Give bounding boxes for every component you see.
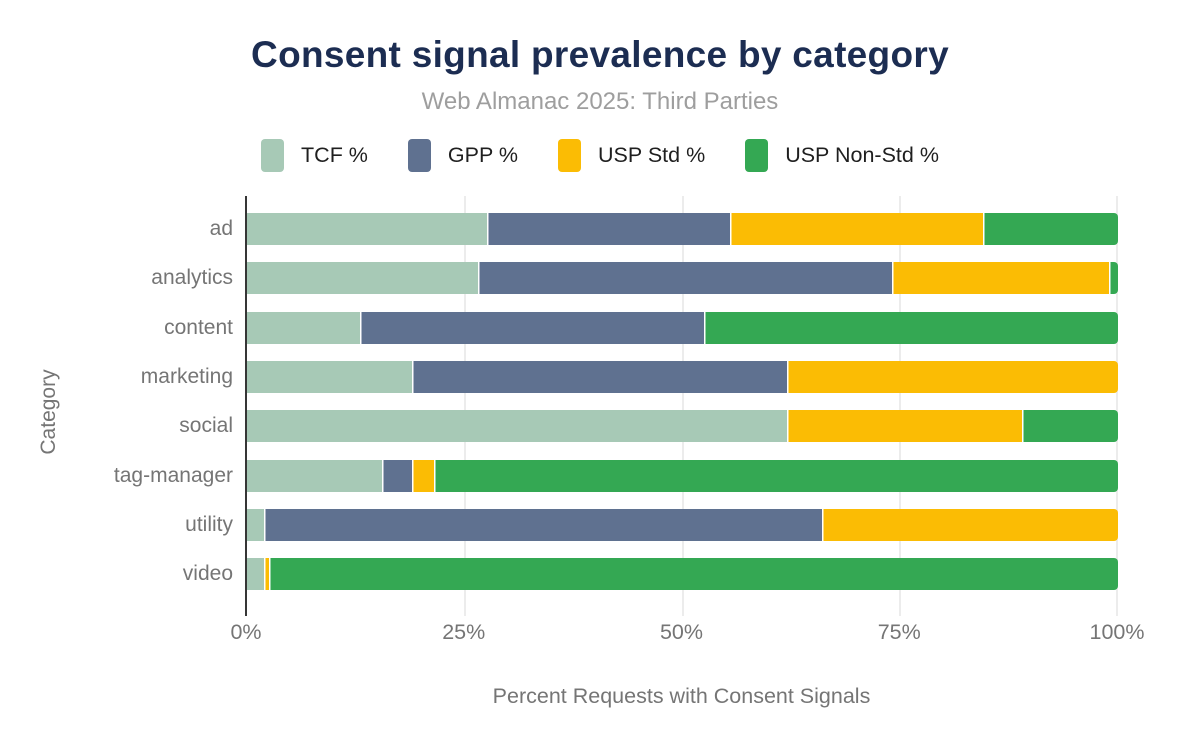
category-label-ad: ad xyxy=(209,217,233,240)
bar-segment-marketing-gpp xyxy=(412,361,787,394)
bar-segment-marketing-usp-std xyxy=(787,361,1118,394)
chart-title: Consent signal prevalence by category xyxy=(251,34,949,75)
legend-swatch-usp-std xyxy=(558,139,582,172)
bar-segment-video-usp-non-std xyxy=(268,558,1118,591)
bar-row-marketing xyxy=(247,361,1118,394)
bar-segment-analytics-usp-non-std xyxy=(1109,262,1118,295)
x-tick-label-0: 0% xyxy=(230,620,262,644)
legend-label: GPP % xyxy=(447,143,519,167)
bar-segment-utility-gpp xyxy=(264,509,822,542)
category-label-marketing: marketing xyxy=(140,365,233,389)
gridline-100 xyxy=(1116,196,1118,616)
legend-swatch-gpp xyxy=(407,139,431,172)
bar-segment-social-tcf xyxy=(247,410,788,443)
bar-segment-social-usp-non-std xyxy=(1022,410,1118,443)
bar-row-utility xyxy=(247,509,1118,542)
legend-item-tcf: TCF % xyxy=(261,139,368,172)
bar-segment-video-usp-std xyxy=(264,558,269,591)
bar-segment-analytics-tcf xyxy=(247,262,478,295)
category-label-content: content xyxy=(164,315,233,339)
legend-item-usp-non-std: USP Non-Std % xyxy=(745,139,939,172)
bar-segment-video-tcf xyxy=(247,558,265,591)
legend-label: TCF % xyxy=(301,143,368,167)
bar-segment-content-gpp xyxy=(360,311,705,344)
bar-segment-content-usp-non-std xyxy=(704,311,1118,344)
legend-swatch-tcf xyxy=(261,139,285,172)
bar-segment-marketing-tcf xyxy=(247,361,413,394)
bar-segment-analytics-gpp xyxy=(477,262,892,295)
chart-subtitle: Web Almanac 2025: Third Parties xyxy=(421,88,779,115)
bar-segment-content-tcf xyxy=(247,311,361,344)
x-axis-title: Percent Requests with Consent Signals xyxy=(492,684,871,708)
bar-segment-ad-usp-non-std xyxy=(982,213,1118,245)
plot-area xyxy=(245,196,1118,616)
bar-segment-ad-tcf xyxy=(247,213,487,245)
legend-swatch-usp-non-std xyxy=(745,139,769,172)
x-tick-label-100: 100% xyxy=(1089,620,1145,644)
bar-segment-tag-manager-usp-non-std xyxy=(434,459,1118,492)
gridline-50 xyxy=(681,196,684,616)
bar-row-social xyxy=(247,410,1118,443)
bar-segment-utility-usp-std xyxy=(821,509,1118,542)
category-label-video: video xyxy=(182,562,233,586)
bar-segment-tag-manager-usp-std xyxy=(412,459,435,492)
category-label-social: social xyxy=(179,414,233,438)
legend-item-gpp: GPP % xyxy=(407,139,519,172)
category-label-utility: utility xyxy=(185,513,233,537)
category-label-tag-manager: tag-manager xyxy=(113,463,233,487)
bar-segment-utility-tcf xyxy=(247,509,265,542)
bar-segment-analytics-usp-std xyxy=(891,262,1110,295)
bar-row-content xyxy=(247,311,1118,344)
legend-label: USP Std % xyxy=(598,143,706,167)
bar-row-ad xyxy=(247,213,1118,245)
bar-row-analytics xyxy=(247,262,1118,295)
x-tick-label-50: 50% xyxy=(659,620,704,644)
bar-segment-ad-usp-std xyxy=(730,213,983,245)
gridline-75 xyxy=(899,196,902,616)
y-axis-labels: ad analytics content marketing social tag-man… xyxy=(0,0,233,742)
bar-segment-tag-manager-gpp xyxy=(382,459,413,492)
bar-segment-ad-gpp xyxy=(486,213,731,245)
x-tick-label-25: 25% xyxy=(442,620,486,644)
legend-item-usp-std: USP Std % xyxy=(558,139,705,172)
legend-label: USP Non-Std % xyxy=(785,143,939,167)
legend: TCF % GPP % USP Std % USP Non-Std % xyxy=(0,139,1200,172)
x-tick-label-75: 75% xyxy=(877,620,921,644)
bar-segment-tag-manager-tcf xyxy=(247,459,382,492)
gridline-25 xyxy=(463,196,466,616)
bar-segment-social-usp-std xyxy=(787,410,1023,443)
bar-row-tag-manager xyxy=(247,459,1118,492)
bar-row-video xyxy=(247,558,1118,591)
category-label-analytics: analytics xyxy=(151,266,233,290)
